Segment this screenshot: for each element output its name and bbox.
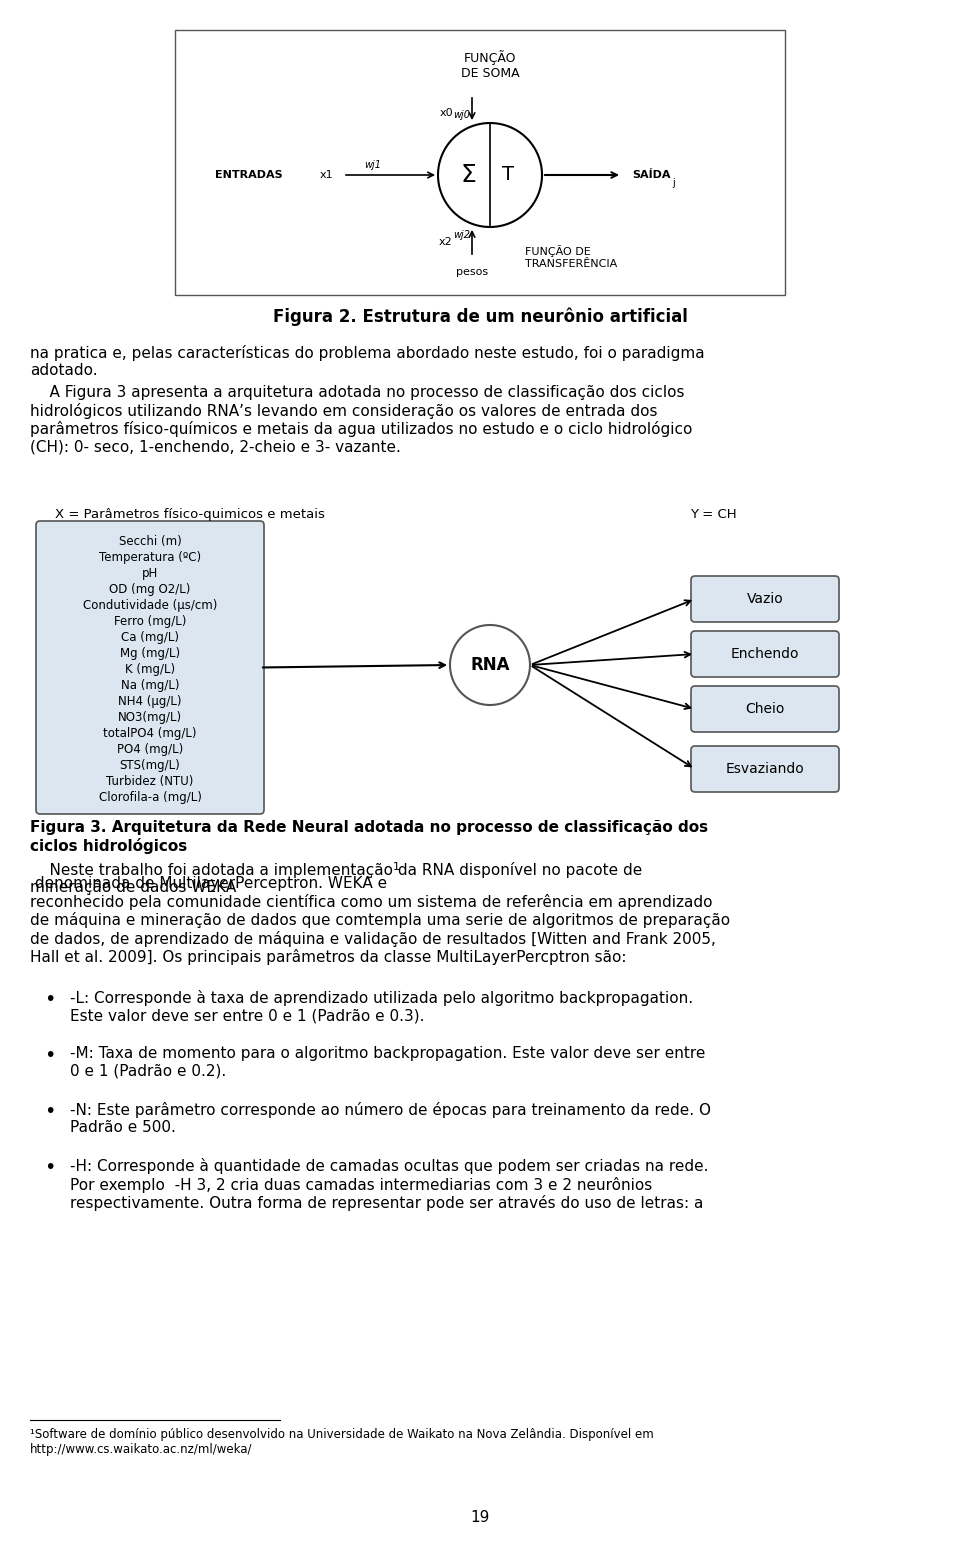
Text: x1: x1 [320, 170, 333, 181]
Text: -H: Corresponde à quantidade de camadas ocultas que podem ser criadas na rede.
P: -H: Corresponde à quantidade de camadas … [70, 1158, 708, 1210]
Text: ENTRADAS: ENTRADAS [215, 170, 283, 181]
Text: •: • [44, 1158, 56, 1177]
Circle shape [450, 625, 530, 706]
Text: Cheio: Cheio [745, 703, 784, 716]
Text: NO3(mg/L): NO3(mg/L) [118, 710, 182, 724]
Text: Enchendo: Enchendo [731, 647, 800, 661]
Text: -L: Corresponde à taxa de aprendizado utilizada pelo algoritmo backpropagation.
: -L: Corresponde à taxa de aprendizado ut… [70, 990, 693, 1024]
Text: Secchi (m): Secchi (m) [119, 536, 181, 548]
FancyBboxPatch shape [36, 520, 264, 814]
Text: •: • [44, 1045, 56, 1065]
Text: pH: pH [142, 567, 158, 581]
Text: Esvaziando: Esvaziando [726, 763, 804, 777]
Text: T: T [502, 165, 514, 184]
Text: -N: Este parâmetro corresponde ao número de épocas para treinamento da rede. O
P: -N: Este parâmetro corresponde ao número… [70, 1102, 711, 1135]
Text: denominada de MultilayerPerceptron. WEKA e
reconhecido pela comunidade científic: denominada de MultilayerPerceptron. WEKA… [30, 875, 731, 965]
Text: 19: 19 [470, 1510, 490, 1525]
Text: pesos: pesos [456, 267, 488, 276]
Text: RNA: RNA [470, 656, 510, 675]
Text: Mg (mg/L): Mg (mg/L) [120, 647, 180, 659]
Text: $\Sigma$: $\Sigma$ [460, 164, 476, 187]
Text: ¹Software de domínio público desenvolvido na Universidade de Waikato na Nova Zel: ¹Software de domínio público desenvolvid… [30, 1428, 654, 1456]
Text: K (mg/L): K (mg/L) [125, 662, 175, 676]
Text: Temperatura (ºC): Temperatura (ºC) [99, 551, 201, 564]
Text: NH4 (μg/L): NH4 (μg/L) [118, 695, 181, 709]
Text: X = Parâmetros físico-quimicos e metais: X = Parâmetros físico-quimicos e metais [55, 508, 324, 520]
Text: FUNÇÃO
DE SOMA: FUNÇÃO DE SOMA [461, 49, 519, 80]
Text: Vazio: Vazio [747, 591, 783, 605]
Text: totalPO4 (mg/L): totalPO4 (mg/L) [104, 727, 197, 740]
Text: -M: Taxa de momento para o algoritmo backpropagation. Este valor deve ser entre
: -M: Taxa de momento para o algoritmo bac… [70, 1045, 706, 1078]
Text: Ferro (mg/L): Ferro (mg/L) [114, 615, 186, 628]
Text: Figura 2. Estrutura de um neurônio artificial: Figura 2. Estrutura de um neurônio artif… [273, 307, 687, 326]
Text: wj0: wj0 [453, 110, 470, 120]
Text: SAÍDA: SAÍDA [632, 170, 670, 181]
Text: Figura 3. Arquitetura da Rede Neural adotada no processo de classificação dos
ci: Figura 3. Arquitetura da Rede Neural ado… [30, 820, 708, 854]
Text: wj2: wj2 [453, 230, 470, 239]
Text: A Figura 3 apresenta a arquitetura adotada no processo de classificação dos cicl: A Figura 3 apresenta a arquitetura adota… [30, 384, 692, 454]
Text: na pratica e, pelas características do problema abordado neste estudo, foi o par: na pratica e, pelas características do p… [30, 344, 705, 378]
Text: •: • [44, 1102, 56, 1121]
Text: STS(mg/L): STS(mg/L) [120, 760, 180, 772]
FancyBboxPatch shape [691, 746, 839, 792]
Text: j: j [672, 178, 675, 188]
Text: x2: x2 [439, 236, 453, 247]
Text: PO4 (mg/L): PO4 (mg/L) [117, 743, 183, 757]
Text: Condutividade (μs/cm): Condutividade (μs/cm) [83, 599, 217, 611]
Text: 1: 1 [393, 862, 400, 872]
Text: OD (mg O2/L): OD (mg O2/L) [109, 584, 191, 596]
Text: FUNÇÃO DE
TRANSFERÊNCIA: FUNÇÃO DE TRANSFERÊNCIA [525, 245, 617, 269]
Text: Neste trabalho foi adotada a implementação da RNA disponível no pacote de
minera: Neste trabalho foi adotada a implementaç… [30, 862, 642, 896]
Text: x0: x0 [439, 108, 453, 117]
FancyBboxPatch shape [691, 686, 839, 732]
FancyBboxPatch shape [691, 631, 839, 676]
FancyBboxPatch shape [691, 576, 839, 622]
Text: •: • [44, 990, 56, 1008]
Text: Na (mg/L): Na (mg/L) [121, 679, 180, 692]
Text: Clorofila-a (mg/L): Clorofila-a (mg/L) [99, 791, 202, 804]
Text: Ca (mg/L): Ca (mg/L) [121, 631, 179, 644]
FancyBboxPatch shape [175, 29, 785, 295]
Text: Y = CH: Y = CH [690, 508, 736, 520]
Text: Turbidez (NTU): Turbidez (NTU) [107, 775, 194, 787]
Text: wj1: wj1 [365, 161, 381, 170]
